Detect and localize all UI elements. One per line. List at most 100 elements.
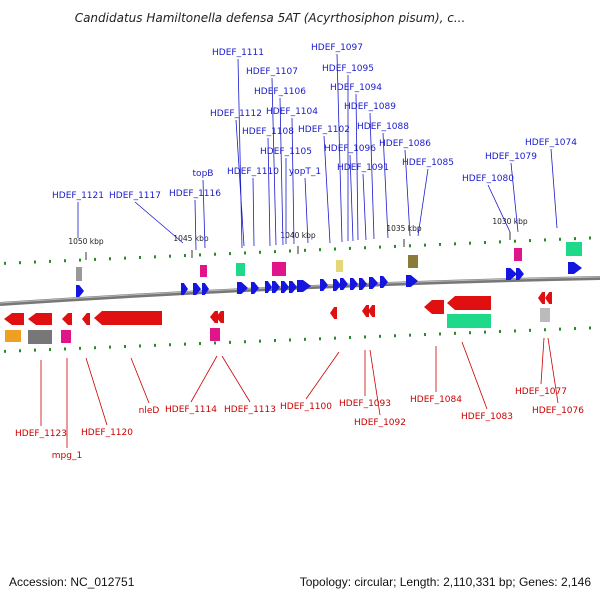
tick-mark (559, 327, 561, 331)
gene-label[interactable]: HDEF_1085 (402, 158, 454, 168)
gene-label[interactable]: HDEF_1095 (322, 64, 374, 74)
reverse-gene-arrow (447, 296, 491, 310)
gene-label[interactable]: HDEF_1097 (311, 43, 363, 53)
gene-label[interactable]: HDEF_1100 (280, 402, 332, 412)
gene-feature-box (540, 308, 550, 322)
gene-label[interactable]: HDEF_1121 (52, 191, 104, 201)
gene-label[interactable]: HDEF_1107 (246, 67, 298, 77)
gene-label[interactable]: HDEF_1112 (210, 109, 262, 119)
gene-feature-box (272, 262, 286, 276)
gene-label[interactable]: HDEF_1102 (298, 125, 350, 135)
gene-label[interactable]: mpg_1 (52, 451, 82, 461)
gene-label[interactable]: HDEF_1091 (337, 163, 389, 173)
leader-line (237, 58, 243, 249)
gene-label[interactable]: nleD (139, 406, 160, 416)
leader-line (130, 357, 150, 404)
tick-mark (469, 241, 471, 245)
tick-mark (34, 348, 36, 352)
gene-label[interactable]: HDEF_1108 (242, 127, 294, 137)
reverse-gene-arrow (362, 305, 369, 317)
forward-gene-arrow (340, 278, 348, 290)
forward-gene-arrow (350, 278, 358, 290)
scale-label: 1045 kbp (173, 234, 209, 243)
gene-label[interactable]: HDEF_1079 (485, 152, 537, 162)
gene-feature-box (566, 242, 582, 256)
gene-label[interactable]: HDEF_1074 (525, 138, 577, 148)
leader-line (304, 177, 309, 244)
leader-line (279, 97, 284, 246)
gene-label[interactable]: HDEF_1084 (410, 395, 462, 405)
gene-label[interactable]: HDEF_1106 (254, 87, 306, 97)
gene-label[interactable]: HDEF_1086 (379, 139, 431, 149)
gene-label[interactable]: HDEF_1104 (266, 107, 318, 117)
gene-label[interactable]: HDEF_1111 (212, 48, 264, 58)
gene-label[interactable]: HDEF_1114 (165, 405, 217, 415)
tick-mark (199, 253, 201, 257)
gene-label[interactable]: HDEF_1089 (344, 102, 396, 112)
tick-mark (334, 336, 336, 340)
tick-mark (229, 340, 231, 344)
gene-feature-box (514, 248, 522, 261)
gene-label[interactable]: HDEF_1113 (224, 405, 276, 415)
forward-gene-arrow (237, 282, 248, 294)
gene-label[interactable]: HDEF_1116 (169, 189, 221, 199)
gene-label[interactable]: HDEF_1123 (15, 429, 67, 439)
tick-mark (499, 330, 501, 334)
tick-mark (214, 252, 216, 256)
gene-label[interactable]: HDEF_1120 (81, 428, 133, 438)
gene-label[interactable]: HDEF_1092 (354, 418, 406, 428)
gene-label[interactable]: HDEF_1083 (461, 412, 513, 422)
tick-mark (169, 343, 171, 347)
gene-label[interactable]: HDEF_1076 (532, 406, 584, 416)
leader-line (323, 135, 331, 244)
tick-mark (139, 255, 141, 259)
gene-label[interactable]: HDEF_1077 (515, 387, 567, 397)
forward-gene-arrow (281, 281, 289, 293)
tick-mark (109, 257, 111, 261)
tick-mark (34, 260, 36, 264)
gene-label[interactable]: HDEF_1088 (357, 122, 409, 132)
tick-mark (259, 339, 261, 343)
reverse-gene-arrow (62, 313, 72, 325)
leader-lines (40, 53, 559, 448)
tick-mark (484, 241, 486, 245)
gene-feature-box (447, 314, 491, 328)
accession-text: Accession: NC_012751 (9, 575, 135, 589)
gene-feature-box (236, 263, 245, 276)
gene-label[interactable]: HDEF_1080 (462, 174, 514, 184)
gene-label[interactable]: topB (193, 169, 214, 179)
reverse-gene-arrow (330, 307, 337, 319)
genome-summary-text: Topology: circular; Length: 2,110,331 bp… (300, 575, 592, 589)
tick-mark (319, 337, 321, 341)
leader-line (369, 349, 381, 416)
tick-mark (94, 257, 96, 261)
tick-mark (19, 261, 21, 265)
tick-mark (289, 249, 291, 253)
tick-mark (229, 252, 231, 256)
tick-mark (319, 248, 321, 252)
forward-gene-arrow (406, 275, 418, 287)
gene-label[interactable]: HDEF_1093 (339, 399, 391, 409)
tick-mark (304, 248, 306, 252)
gene-label[interactable]: HDEF_1105 (260, 147, 312, 157)
gene-label[interactable]: HDEF_1110 (227, 167, 279, 177)
tick-mark (334, 247, 336, 251)
gene-label[interactable]: HDEF_1117 (109, 191, 161, 201)
tick-mark (514, 329, 516, 333)
gene-label[interactable]: yopT_1 (289, 167, 321, 177)
forward-gene-arrow (289, 281, 297, 293)
tick-mark (109, 345, 111, 349)
forward-gene-arrow (251, 282, 259, 294)
leader-line (510, 162, 519, 233)
forward-gene-arrow (568, 262, 582, 274)
reverse-gene-arrow (538, 292, 545, 304)
tick-mark (274, 339, 276, 343)
reverse-gene-arrow (28, 313, 52, 325)
leader-line (349, 154, 354, 242)
tick-mark (49, 259, 51, 263)
forward-gene-arrow (202, 283, 209, 295)
tick-mark (514, 239, 516, 243)
tick-mark (394, 244, 396, 248)
gene-label[interactable]: HDEF_1094 (330, 83, 382, 93)
gene-label[interactable]: HDEF_1096 (324, 144, 376, 154)
